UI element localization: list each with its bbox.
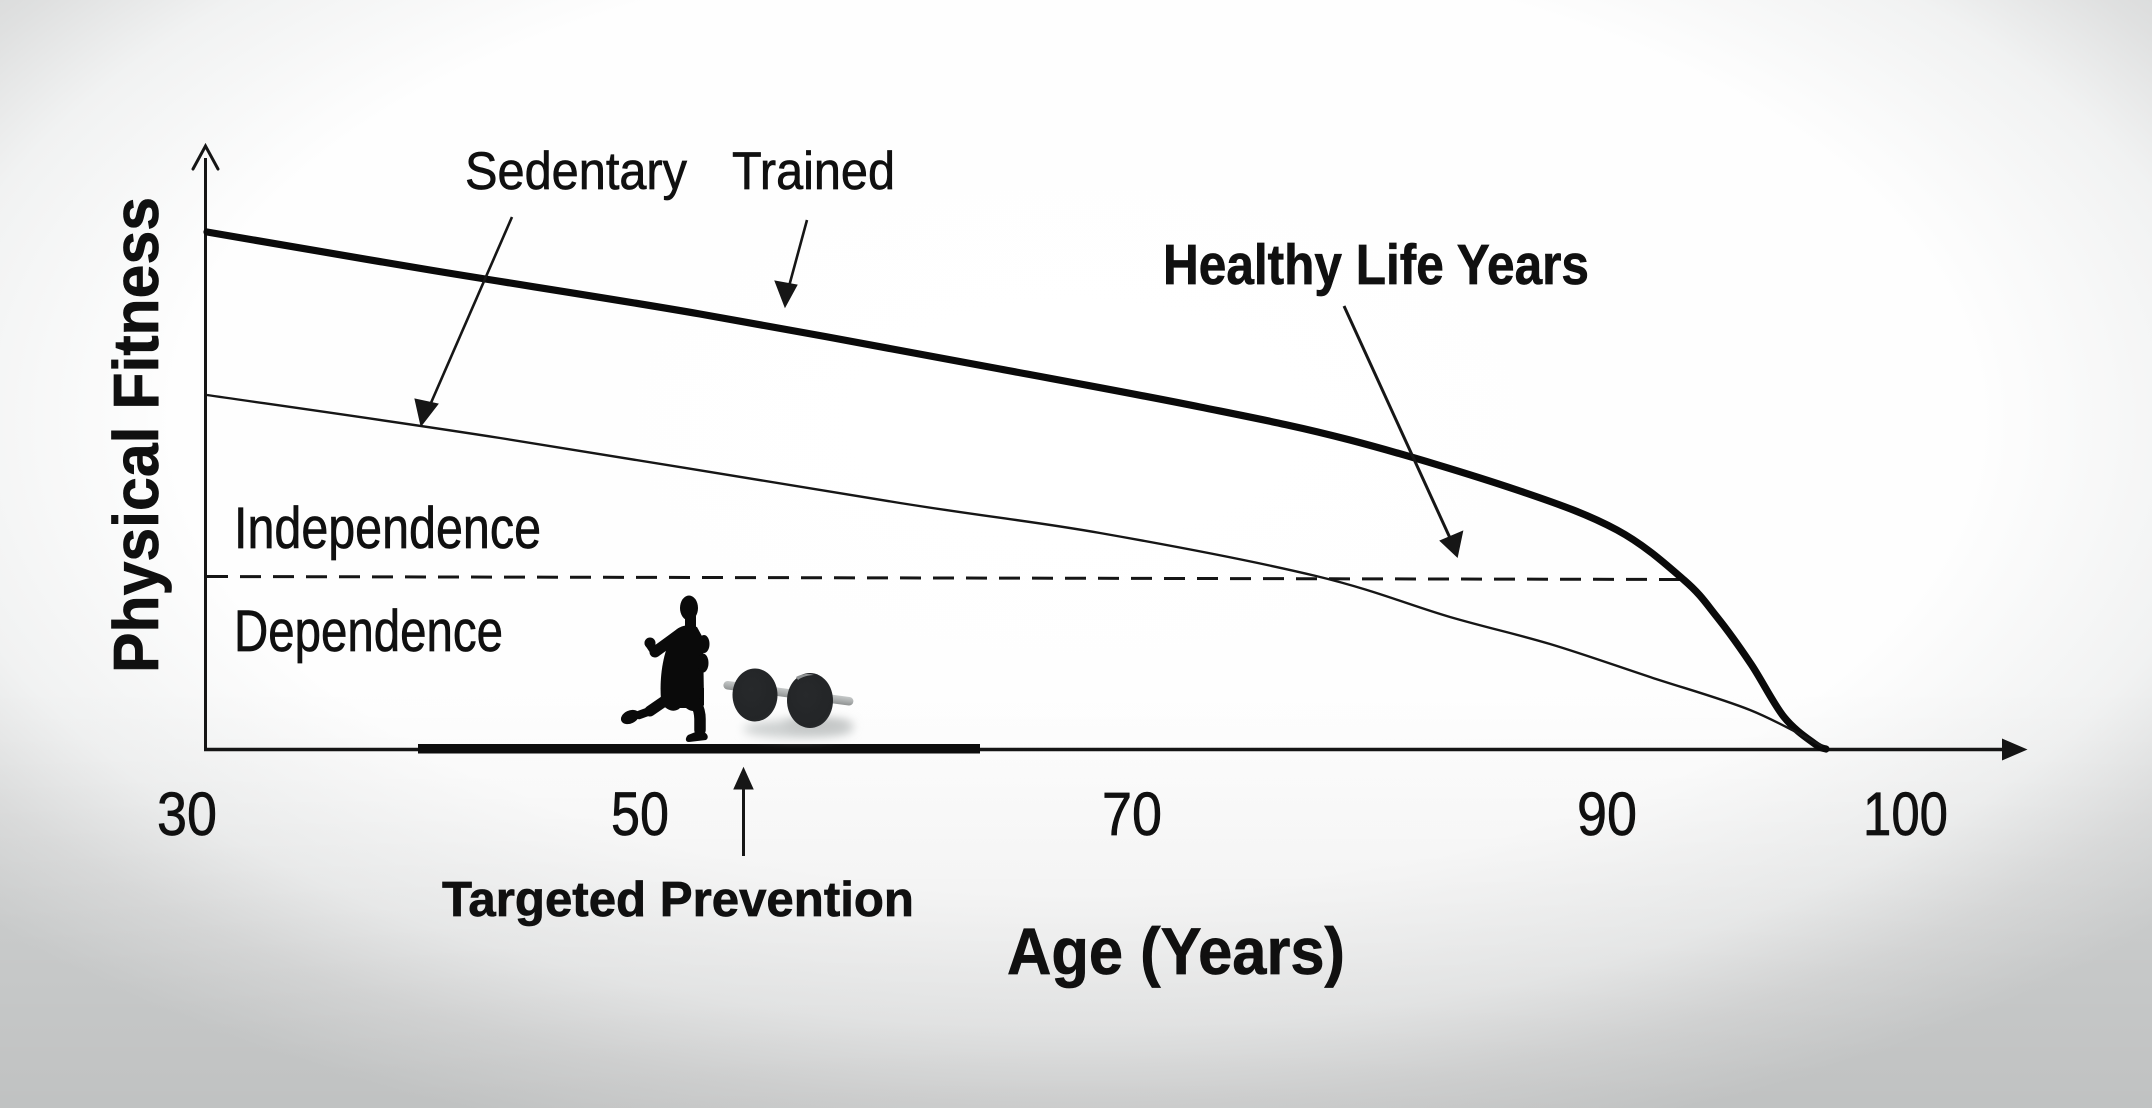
svg-text:Age (Years): Age (Years) xyxy=(1007,914,1345,988)
svg-text:Independence: Independence xyxy=(234,496,541,561)
svg-text:Dependence: Dependence xyxy=(234,599,503,664)
svg-text:Sedentary: Sedentary xyxy=(465,142,687,201)
svg-text:90: 90 xyxy=(1577,780,1637,848)
svg-text:100: 100 xyxy=(1863,780,1948,848)
svg-text:30: 30 xyxy=(157,780,217,848)
svg-text:Trained: Trained xyxy=(732,142,895,201)
svg-text:70: 70 xyxy=(1102,780,1162,848)
svg-text:Healthy Life Years: Healthy Life Years xyxy=(1163,233,1589,297)
svg-text:Targeted Prevention: Targeted Prevention xyxy=(442,873,914,927)
svg-text:Physical Fitness: Physical Fitness xyxy=(100,197,172,673)
svg-text:50: 50 xyxy=(611,780,669,848)
